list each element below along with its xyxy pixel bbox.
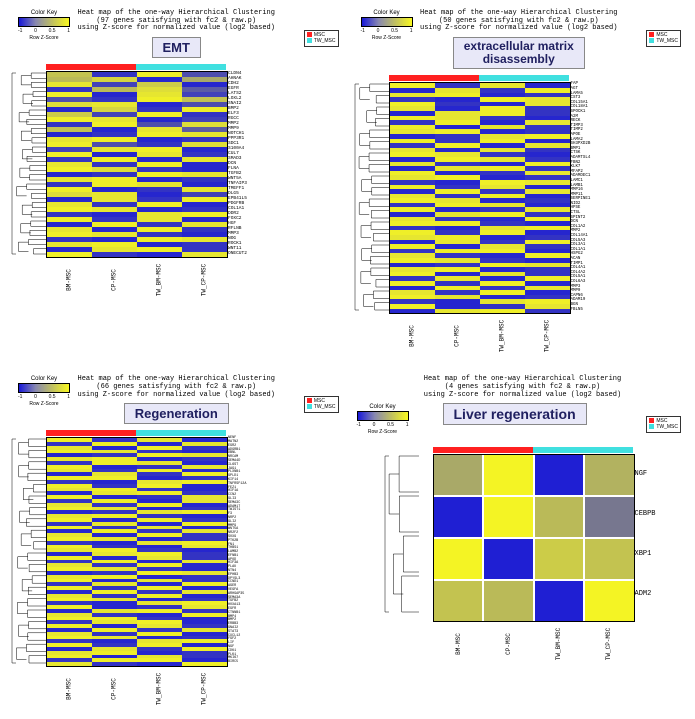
heatmap-cell xyxy=(92,662,137,666)
color-key-bar xyxy=(357,411,409,421)
heatmap-cell xyxy=(92,252,137,257)
column-group-bar xyxy=(46,64,226,70)
color-key: Color Key -100.51 Row Z-Score xyxy=(361,10,413,41)
heatmap-panel: Color Key -100.51 Row Z-Score Heat map o… xyxy=(10,10,343,356)
heatmap-cell xyxy=(585,455,634,495)
heatmap-area: CLDN4AHNAKCDH2EGFRLATS2LOXL2SNAI2BMP2ELF… xyxy=(10,64,343,300)
heatmap-cell xyxy=(535,539,584,579)
color-key-title: Color Key xyxy=(361,10,413,16)
color-key-bar xyxy=(18,383,70,393)
gene-labels: NGFCEBPBXBP1ADM2 xyxy=(635,454,656,614)
heatmap-title: Heat map of the one-way Hierarchical Clu… xyxy=(66,10,286,33)
heatmap-cell xyxy=(585,581,634,621)
heatmap-cell xyxy=(484,455,533,495)
column-labels: BM-MSCCP-MSCTW_BM-MSCTW_CP-MSC xyxy=(433,624,633,664)
legend: MSCTW_MSC xyxy=(646,416,681,433)
heatmap-cell xyxy=(484,539,533,579)
legend: MSCTW_MSC xyxy=(646,30,681,47)
color-key: Color Key -100.51 Row Z-Score xyxy=(18,376,70,407)
heatmap-cell xyxy=(434,581,483,621)
dendrogram xyxy=(353,75,389,312)
heatmap-area: FAPAGTLAMA5CST3COL15A1COL18A1SPOCK1A2MRE… xyxy=(353,75,686,356)
heatmap-cell xyxy=(47,662,92,666)
color-key: Color Key -100.51 Row Z-Score xyxy=(18,10,70,41)
dendrogram xyxy=(10,430,46,665)
heatmap-cell xyxy=(434,497,483,537)
color-key-bar xyxy=(18,17,70,27)
heatmap-cell xyxy=(585,497,634,537)
heatmap-area: NGFCEBPBXBP1ADM2BM-MSCCP-MSCTW_BM-MSCTW_… xyxy=(383,447,686,664)
heatmap-cell xyxy=(535,497,584,537)
column-labels: BM-MSCCP-MSCTW_BM-MSCTW_CP-MSC xyxy=(46,669,226,709)
heatmap-cell xyxy=(480,309,525,314)
heatmap-cell xyxy=(585,539,634,579)
category-label: Liver regeneration xyxy=(443,403,587,425)
legend: MSCTW_MSC xyxy=(304,396,339,413)
color-key-ticks: -100.51 xyxy=(357,422,409,428)
dendrogram xyxy=(10,64,46,256)
heatmap-cell xyxy=(434,539,483,579)
heatmap-cell xyxy=(137,252,182,257)
color-key: Color Key -100.51 Row Z-Score xyxy=(357,404,409,435)
heatmap-title: Heat map of the one-way Hierarchical Clu… xyxy=(66,376,286,399)
category-label: Regeneration xyxy=(124,403,229,424)
color-key-ticks: -100.51 xyxy=(361,28,413,34)
heatmap-cell xyxy=(484,497,533,537)
heatmap-panel: Color Key -100.51 Row Z-Score Heat map o… xyxy=(10,376,343,709)
heatmap-cell xyxy=(484,581,533,621)
heatmap-grid xyxy=(46,437,228,667)
heatmap-cell xyxy=(390,309,435,314)
heatmap-panel: Color Key -100.51 Row Z-Score Heat map o… xyxy=(353,10,686,356)
color-key-ticks: -100.51 xyxy=(18,28,70,34)
heatmap-cell xyxy=(47,252,92,257)
heatmap-cell xyxy=(182,662,227,666)
heatmap-title: Heat map of the one-way Hierarchical Clu… xyxy=(423,376,623,399)
category-label: extracellular matrixdisassembly xyxy=(453,37,585,69)
heatmap-cell xyxy=(434,455,483,495)
color-key-title: Color Key xyxy=(357,404,409,410)
column-group-bar xyxy=(46,430,226,436)
heatmap-title: Heat map of the one-way Hierarchical Clu… xyxy=(409,10,629,33)
column-group-bar xyxy=(389,75,569,81)
heatmap-cell xyxy=(137,662,182,666)
color-key-row-label: Row Z-Score xyxy=(361,35,413,41)
heatmap-cell xyxy=(182,252,227,257)
color-key-title: Color Key xyxy=(18,376,70,382)
color-key-bar xyxy=(361,17,413,27)
dendrogram xyxy=(383,447,433,614)
column-labels: BM-MSCCP-MSCTW_BM-MSCTW_CP-MSC xyxy=(389,316,569,356)
legend: MSCTW_MSC xyxy=(304,30,339,47)
heatmap-grid xyxy=(433,454,635,622)
column-group-bar xyxy=(433,447,633,453)
heatmap-cell xyxy=(435,309,480,314)
color-key-ticks: -100.51 xyxy=(18,394,70,400)
heatmap-grid xyxy=(389,82,571,314)
column-labels: BM-MSCCP-MSCTW_BM-MSCTW_CP-MSC xyxy=(46,260,226,300)
heatmap-cell xyxy=(535,455,584,495)
heatmap-grid xyxy=(46,71,228,258)
category-label: EMT xyxy=(152,37,201,58)
heatmap-area: NENFMATN2EGR2ADGRB1DBNLNRCAMSEMA4DIL6STJ… xyxy=(10,430,343,709)
color-key-row-label: Row Z-Score xyxy=(18,35,70,41)
heatmap-cell xyxy=(525,309,570,314)
heatmap-cell xyxy=(535,581,584,621)
color-key-row-label: Row Z-Score xyxy=(18,401,70,407)
gene-labels: FAPAGTLAMA5CST3COL15A1COL18A1SPOCK1A2MRE… xyxy=(571,82,591,312)
gene-labels: NENFMATN2EGR2ADGRB1DBNLNRCAMSEMA4DIL6STJ… xyxy=(228,437,246,665)
color-key-title: Color Key xyxy=(18,10,70,16)
color-key-row-label: Row Z-Score xyxy=(357,429,409,435)
heatmap-panel: Color Key -100.51 Row Z-Score Heat map o… xyxy=(353,376,686,709)
gene-labels: CLDN4AHNAKCDH2EGFRLATS2LOXL2SNAI2BMP2ELF… xyxy=(228,71,247,256)
